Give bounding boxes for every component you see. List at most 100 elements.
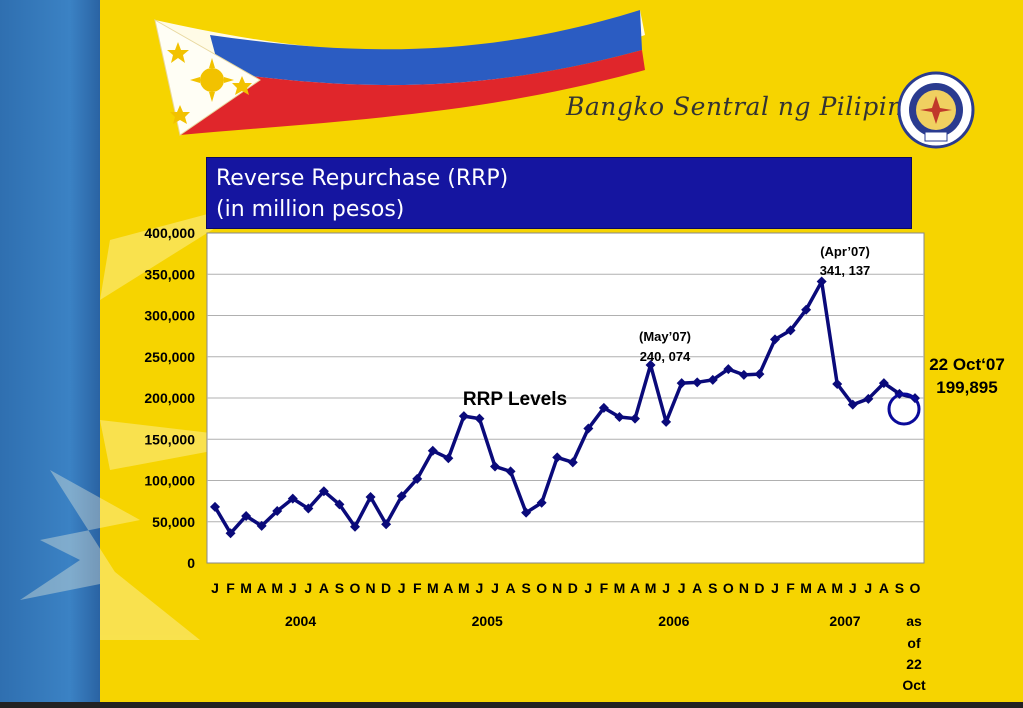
- philippine-flag-logo: [154, 10, 645, 136]
- chart-title-line1: Reverse Repurchase (RRP): [216, 166, 509, 191]
- data-point: [536, 497, 547, 508]
- series-rrp: [210, 276, 920, 539]
- x-tick-label: M: [800, 580, 812, 596]
- x-tick-label: M: [271, 580, 283, 596]
- year-label: 2007: [829, 613, 860, 629]
- data-point: [350, 521, 360, 532]
- data-point: [832, 378, 843, 389]
- data-point: [490, 461, 500, 472]
- chart-title-line2: (in million pesos): [216, 197, 405, 222]
- x-tick-label: J: [491, 580, 499, 596]
- data-point: [427, 445, 438, 456]
- year-label: 2005: [472, 613, 503, 629]
- annotation-apr07-line2: 341, 137: [820, 263, 871, 278]
- x-tick-label: J: [678, 580, 686, 596]
- x-tick-label: F: [600, 580, 609, 596]
- data-point: [707, 374, 718, 385]
- x-tick-label: O: [350, 580, 361, 596]
- x-tick-label: N: [365, 580, 375, 596]
- x-tick-label: N: [552, 580, 562, 596]
- data-point: [272, 506, 283, 517]
- as-of-line-1: as: [906, 613, 922, 629]
- series-line: [213, 279, 916, 536]
- x-tick-label: A: [505, 580, 515, 596]
- x-tick-label: J: [211, 580, 219, 596]
- x-tick-label: S: [895, 580, 904, 596]
- x-tick-label: O: [723, 580, 734, 596]
- chart-title-box: Reverse Repurchase (RRP) (in million pes…: [206, 157, 912, 229]
- x-tick-label: J: [771, 580, 779, 596]
- data-point: [770, 334, 780, 345]
- as-of-line-2: of: [907, 635, 921, 651]
- x-tick-label: J: [662, 580, 670, 596]
- latest-highlight-circle: [887, 392, 921, 426]
- as-of-line-4: Oct: [902, 677, 926, 693]
- y-tick-label: 400,000: [144, 225, 195, 241]
- y-tick-label: 50,000: [152, 514, 195, 530]
- x-tick-label: F: [786, 580, 795, 596]
- x-tick-label: A: [319, 580, 329, 596]
- y-tick-label: 300,000: [144, 308, 195, 324]
- x-tick-label: J: [289, 580, 297, 596]
- data-point: [552, 452, 563, 463]
- year-label: 2006: [658, 613, 689, 629]
- latest-date-label: 22 Oct‘07: [929, 355, 1005, 374]
- data-point: [785, 325, 796, 336]
- data-point: [878, 378, 889, 389]
- x-tick-label: J: [398, 580, 406, 596]
- series-label: RRP Levels: [463, 389, 567, 410]
- x-tick-label: N: [739, 580, 749, 596]
- data-point: [521, 507, 532, 518]
- data-point: [225, 528, 236, 539]
- data-point: [412, 473, 423, 484]
- y-tick-label: 250,000: [144, 349, 195, 365]
- data-point: [723, 364, 734, 375]
- data-point: [381, 519, 392, 530]
- data-point: [661, 416, 672, 427]
- x-tick-label: A: [443, 580, 453, 596]
- x-tick-label: D: [568, 580, 578, 596]
- data-point: [443, 453, 454, 464]
- data-point: [474, 413, 485, 424]
- annotation-may07-line1: (May’07): [639, 329, 691, 344]
- x-tick-label: J: [476, 580, 484, 596]
- gridlines: [207, 273, 924, 523]
- x-tick-label: S: [335, 580, 344, 596]
- bottom-bar: [0, 702, 1023, 708]
- x-tick-label: D: [754, 580, 764, 596]
- data-point: [303, 503, 314, 514]
- data-point: [754, 369, 765, 380]
- x-tick-label: O: [910, 580, 921, 596]
- x-tick-label: A: [630, 580, 640, 596]
- data-point: [816, 276, 827, 287]
- data-point: [583, 423, 594, 434]
- data-point: [396, 491, 407, 502]
- data-point: [676, 378, 687, 389]
- year-label: 2004: [285, 613, 316, 629]
- x-tick-label: A: [257, 580, 267, 596]
- data-point: [241, 510, 252, 521]
- data-point: [256, 520, 267, 531]
- x-tick-label: D: [381, 580, 391, 596]
- bank-name: Bangko Sentral ng Pilipinas: [566, 92, 933, 121]
- x-tick-label: M: [645, 580, 657, 596]
- x-tick-label: S: [708, 580, 717, 596]
- year-labels: 2004 2005 2006 2007: [285, 613, 861, 629]
- x-tick-label: M: [458, 580, 470, 596]
- y-tick-label: 200,000: [144, 390, 195, 406]
- x-tick-label: M: [240, 580, 252, 596]
- x-tick-label: J: [849, 580, 857, 596]
- annotation-may07-line2: 240, 074: [640, 349, 691, 364]
- data-point: [614, 411, 625, 422]
- data-point: [210, 501, 220, 512]
- annotation-apr07-line1: (Apr’07): [820, 244, 870, 259]
- data-point: [365, 492, 376, 502]
- x-tick-label: A: [692, 580, 702, 596]
- x-tick-label: F: [226, 580, 235, 596]
- data-point: [598, 402, 609, 413]
- data-point: [630, 413, 640, 424]
- data-point: [692, 377, 703, 388]
- y-tick-label: 350,000: [144, 266, 195, 282]
